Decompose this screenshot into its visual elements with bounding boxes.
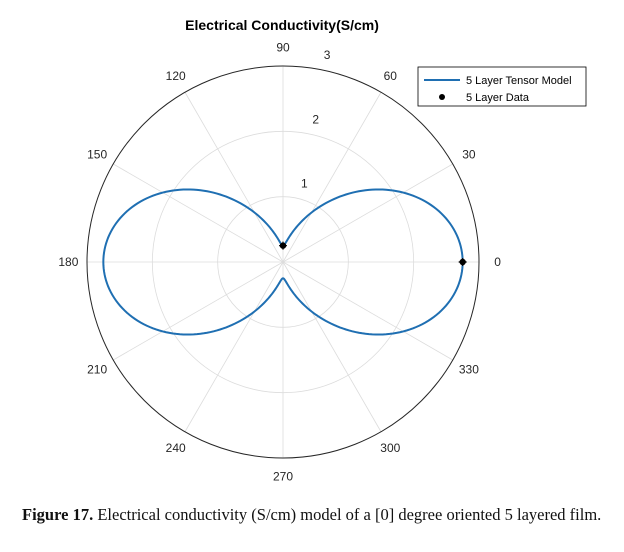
legend-label-model: 5 Layer Tensor Model: [466, 75, 572, 87]
grid-spoke: [113, 261, 284, 361]
legend: 5 Layer Tensor Model 5 Layer Data: [417, 66, 587, 107]
radial-tick-label-1: 1: [301, 177, 308, 191]
grid-spoke: [282, 163, 453, 263]
radial-tick-label-2: 2: [312, 112, 319, 126]
chart-title: Electrical Conductivity(S/cm): [185, 17, 379, 33]
caption-label: Figure 17.: [22, 505, 94, 524]
angle-tick-label-240: 240: [166, 441, 186, 455]
grid-spoke: [282, 261, 382, 432]
legend-point-swatch: [439, 94, 445, 100]
angle-tick-label-270: 270: [273, 470, 293, 484]
grid-ring: [151, 130, 415, 394]
figure-caption: Figure 17. Electrical conductivity (S/cm…: [22, 504, 612, 526]
series-layer: [102, 188, 467, 336]
grid-ring: [217, 196, 349, 328]
angle-tick-label-300: 300: [380, 441, 400, 455]
polar-grid: [86, 65, 480, 459]
angle-tick-label-60: 60: [384, 69, 398, 83]
caption-text: Electrical conductivity (S/cm) model of …: [93, 505, 602, 524]
grid-spoke: [282, 261, 453, 361]
angle-tick-label-210: 210: [87, 362, 107, 376]
grid-spoke: [282, 92, 382, 263]
grid-spoke: [113, 163, 284, 263]
radial-tick-label-3: 3: [324, 48, 331, 62]
data-point-marker-0: [458, 258, 467, 266]
legend-label-data: 5 Layer Data: [466, 92, 530, 104]
axis-labels: 0 30 60 90 120 150 180 210 240 270 300 330 1 2 3: [58, 40, 501, 483]
grid-spoke: [184, 92, 284, 263]
angle-tick-label-150: 150: [87, 148, 107, 162]
data-point-marker-90: [279, 241, 287, 250]
legend-box: [417, 66, 587, 107]
polar-chart: Electrical Conductivity(S/cm) 0306090120…: [58, 17, 587, 484]
outer-axis-ring: [86, 65, 480, 459]
angle-tick-label-90: 90: [276, 40, 290, 54]
angle-tick-label-0: 0: [494, 255, 501, 269]
angle-tick-label-120: 120: [166, 69, 186, 83]
series-line-tensor-model: [102, 188, 464, 336]
grid-spoke: [184, 261, 284, 432]
polar-chart-figure: Electrical Conductivity(S/cm) 0 30 60 90 120…: [58, 17, 587, 484]
angle-tick-label-30: 30: [462, 148, 476, 162]
angle-tick-label-180: 180: [58, 255, 78, 269]
angle-tick-label-330: 330: [459, 362, 479, 376]
